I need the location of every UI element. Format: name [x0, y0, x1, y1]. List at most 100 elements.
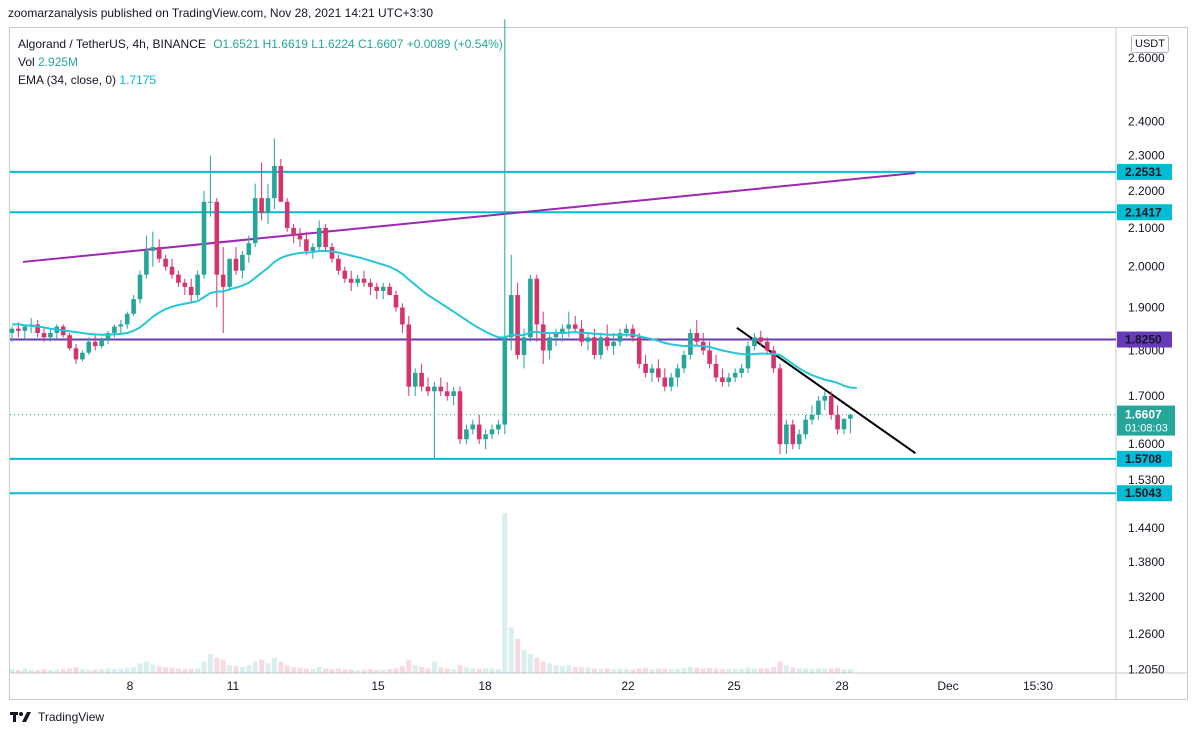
- volume-bar: [387, 669, 393, 673]
- candle: [464, 424, 469, 445]
- candle-body: [188, 286, 194, 296]
- candle-body: [464, 429, 469, 440]
- volume-bar: [547, 663, 553, 673]
- candle: [668, 372, 674, 392]
- volume-bar: [598, 668, 604, 673]
- volume-bar: [796, 668, 802, 673]
- volume-bar: [406, 659, 412, 673]
- candle-body: [419, 372, 424, 387]
- currency-button[interactable]: USDT: [1131, 35, 1169, 53]
- candle-body: [662, 377, 668, 387]
- candle: [176, 270, 181, 287]
- candle: [329, 243, 335, 263]
- candle-body: [726, 377, 732, 383]
- candle-body: [118, 324, 124, 327]
- volume-bar: [201, 661, 207, 673]
- candle: [784, 419, 789, 455]
- volume-bar: [623, 669, 629, 673]
- level-price-label: 2.2531: [1125, 165, 1162, 179]
- candle: [259, 162, 264, 221]
- volume-bar: [617, 668, 623, 673]
- candle-body: [284, 201, 290, 228]
- candle: [240, 250, 245, 279]
- candle-body: [681, 354, 687, 369]
- volume-bar: [54, 669, 60, 673]
- candle: [355, 274, 360, 287]
- candle-body: [393, 295, 399, 308]
- candle-body: [156, 247, 162, 259]
- candle: [348, 270, 354, 291]
- legend-symbol[interactable]: Algorand / TetherUS, 4h, BINANCE: [18, 37, 206, 51]
- candle-body: [297, 235, 303, 240]
- candle-body: [604, 337, 610, 347]
- candle: [220, 247, 226, 334]
- y-tick-label: 1.2600: [1128, 627, 1165, 641]
- volume-bar: [815, 668, 821, 673]
- candle: [739, 363, 744, 378]
- candle-body: [579, 328, 584, 342]
- volume-bar: [367, 669, 373, 673]
- volume-bar: [732, 669, 738, 673]
- candle: [707, 341, 712, 369]
- candle: [284, 198, 290, 232]
- candle: [585, 333, 591, 351]
- candle: [617, 328, 623, 347]
- volume-bar: [553, 665, 559, 673]
- y-tick-label: 2.6000: [1128, 51, 1165, 65]
- volume-bar: [809, 668, 815, 673]
- trendline-descending-black: [736, 327, 916, 454]
- candle-body: [22, 326, 28, 331]
- candle-body: [406, 324, 412, 387]
- candle: [432, 382, 437, 460]
- volume-bar: [630, 669, 636, 673]
- footer-brand[interactable]: TradingView: [38, 710, 105, 724]
- volume-bar: [828, 668, 834, 673]
- volume-bar: [771, 667, 777, 673]
- candle: [476, 414, 482, 445]
- volume-bar: [28, 669, 34, 673]
- candle-body: [668, 377, 674, 387]
- candle-body: [483, 434, 488, 440]
- y-tick-label: 2.4000: [1128, 115, 1165, 129]
- x-tick-label: 22: [621, 679, 635, 693]
- volume-bar: [310, 668, 316, 673]
- volume-bar: [675, 668, 681, 673]
- candle: [553, 328, 559, 347]
- current-price-label: 1.6607: [1125, 408, 1162, 422]
- candle: [246, 235, 252, 263]
- candle: [387, 282, 392, 296]
- candle-body: [99, 339, 104, 347]
- volume-bar: [175, 668, 181, 673]
- candle: [35, 320, 40, 338]
- candle: [662, 368, 668, 392]
- candle: [425, 377, 431, 396]
- current-price-tag: [1117, 405, 1175, 436]
- volume-bar: [463, 667, 469, 673]
- candle-body: [553, 333, 559, 338]
- candle: [547, 333, 552, 360]
- volume-bar: [271, 657, 277, 673]
- candle: [297, 227, 303, 248]
- y-tick-label: 1.5300: [1128, 473, 1165, 487]
- countdown-label: 01:08:03: [1125, 423, 1168, 435]
- legend: Algorand / TetherUS, 4h, BINANCE O1.6521…: [18, 35, 503, 89]
- volume-bar: [431, 661, 437, 673]
- candle: [169, 258, 175, 279]
- candle: [233, 247, 239, 275]
- volume-bar: [534, 657, 540, 673]
- candle: [41, 326, 47, 342]
- legend-ema-label[interactable]: EMA (34, close, 0): [18, 73, 117, 87]
- candle: [406, 315, 412, 396]
- volume-bar: [412, 665, 418, 673]
- candle-body: [828, 395, 834, 415]
- candle: [758, 330, 764, 347]
- volume-bar: [438, 667, 444, 673]
- candle-body: [534, 278, 540, 325]
- volume-bar: [361, 669, 367, 673]
- candle: [489, 424, 495, 440]
- volume-bar: [700, 668, 706, 673]
- candle: [534, 274, 540, 342]
- volume-bar: [182, 669, 188, 673]
- candle-body: [86, 341, 92, 353]
